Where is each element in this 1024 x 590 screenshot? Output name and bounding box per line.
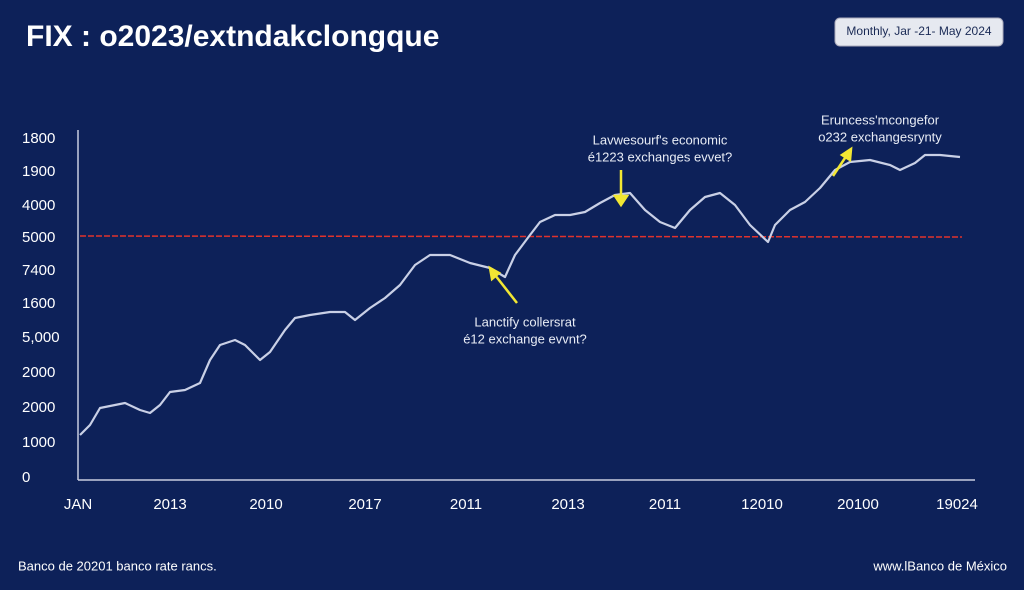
x-tick-label: 20100 (837, 496, 879, 513)
y-tick-label: 2000 (22, 364, 55, 381)
annotation: Lavwesourf's economic (593, 132, 728, 147)
annotation: Eruncess'mcongefor (821, 112, 940, 127)
x-tick-label: 2010 (249, 496, 282, 513)
x-tick-label: 12010 (741, 496, 783, 513)
y-tick-label: 2000 (22, 399, 55, 416)
badge (834, 17, 1004, 47)
arrows (488, 146, 853, 304)
y-tick-label: 5,000 (22, 329, 60, 346)
annotation: Lanctify collersrat (474, 314, 576, 329)
footer-left: Banco de 20201 banco rate rancs. (18, 558, 217, 573)
y-tick-label: 0 (22, 469, 30, 486)
x-tick-label: 19024 (936, 496, 978, 513)
x-tick-label: JAN (64, 496, 92, 513)
annotation: o232 exchangesrynty (818, 129, 942, 144)
x-tick-label: 2013 (153, 496, 186, 513)
y-tick-label: 1000 (22, 434, 55, 451)
x-tick-label: 2013 (551, 496, 584, 513)
x-tick-label: 2017 (348, 496, 381, 513)
line (79, 153, 961, 436)
y-tick-label: 1900 (22, 163, 55, 180)
y-tick-label: 4000 (22, 197, 55, 214)
annotation: é1223 exchanges evvet? (588, 149, 733, 164)
y-tick-label: 1800 (22, 130, 55, 147)
badge-text: Monthly, Jar -21- May 2024 (846, 24, 991, 38)
x-tick-label: 2011 (649, 496, 681, 513)
y-tick-label: 5000 (22, 229, 55, 246)
footer-right: www.lBanco de México (872, 558, 1007, 573)
reference-line (79, 235, 963, 238)
y-tick-label: 7400 (22, 262, 55, 279)
y-tick-label: 1600 (22, 295, 55, 312)
x-tick-label: 2011 (450, 496, 482, 513)
annotation: é12 exchange evvnt? (463, 331, 587, 346)
chart-title: FIX : o2023/extndakclongque (26, 20, 439, 53)
